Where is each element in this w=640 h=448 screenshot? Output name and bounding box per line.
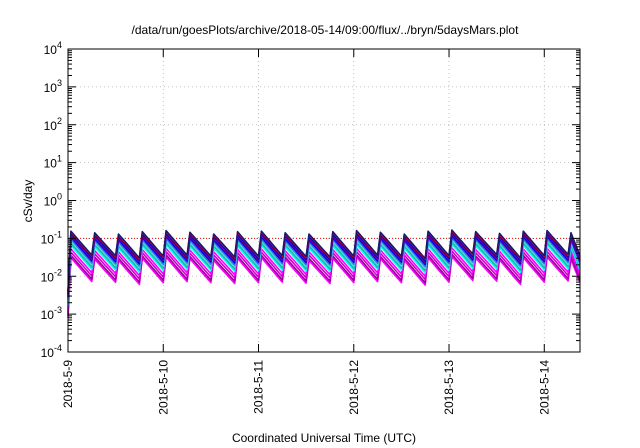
series-line: [67, 247, 581, 310]
y-tick-label: 10-2: [41, 267, 62, 284]
x-tick-label: 2018-5-10: [156, 360, 170, 415]
y-tick-label: 104: [44, 40, 62, 57]
series-line: [67, 229, 581, 292]
x-tick-label: 2018-5-13: [442, 360, 456, 415]
series-line: [67, 241, 581, 304]
y-tick-label: 102: [44, 116, 62, 133]
series-line: [67, 253, 581, 316]
y-axis-label: cSv/day: [21, 180, 35, 223]
y-tick-label: 10-4: [41, 343, 62, 360]
y-tick-label: 103: [44, 78, 62, 95]
x-tick-label: 2018-5-14: [537, 360, 551, 415]
series-line: [67, 239, 581, 302]
series-line: [67, 235, 581, 298]
y-axis-ticks: 10-4 10-3 10-2 10-1 100 101 102 103 104: [41, 40, 580, 360]
x-axis-ticks: 2018-5-9 2018-5-10 2018-5-11 2018-5-12 2018-…: [61, 49, 551, 415]
x-axis-label: Coordinated Universal Time (UTC): [232, 431, 416, 445]
series-group: [67, 229, 581, 318]
series-line: [67, 255, 581, 318]
y-tick-label: 100: [44, 192, 62, 209]
series-line: [67, 237, 581, 300]
series-line: [67, 243, 581, 306]
series-line: [67, 250, 581, 313]
x-tick-label: 2018-5-12: [347, 360, 361, 415]
y-tick-label: 10-3: [41, 305, 62, 322]
grid-lines: [68, 49, 580, 352]
y-tick-label: 10-1: [41, 229, 62, 246]
x-tick-label: 2018-5-11: [252, 360, 266, 414]
y-tick-label: 101: [44, 154, 62, 171]
series-line: [67, 233, 581, 296]
series-line: [67, 231, 581, 294]
chart-title: /data/run/goesPlots/archive/2018-05-14/0…: [132, 23, 520, 37]
x-tick-label: 2018-5-9: [61, 360, 75, 408]
